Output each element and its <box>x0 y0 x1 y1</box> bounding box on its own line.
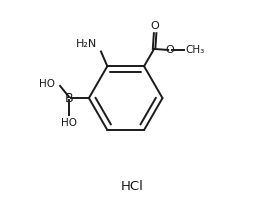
Text: O: O <box>151 22 159 32</box>
Text: HCl: HCl <box>121 180 143 193</box>
Text: O: O <box>166 45 174 55</box>
Text: CH₃: CH₃ <box>186 45 205 55</box>
Text: HO: HO <box>61 118 77 128</box>
Text: H₂N: H₂N <box>76 39 97 49</box>
Text: HO: HO <box>39 79 55 89</box>
Text: B: B <box>65 92 73 105</box>
